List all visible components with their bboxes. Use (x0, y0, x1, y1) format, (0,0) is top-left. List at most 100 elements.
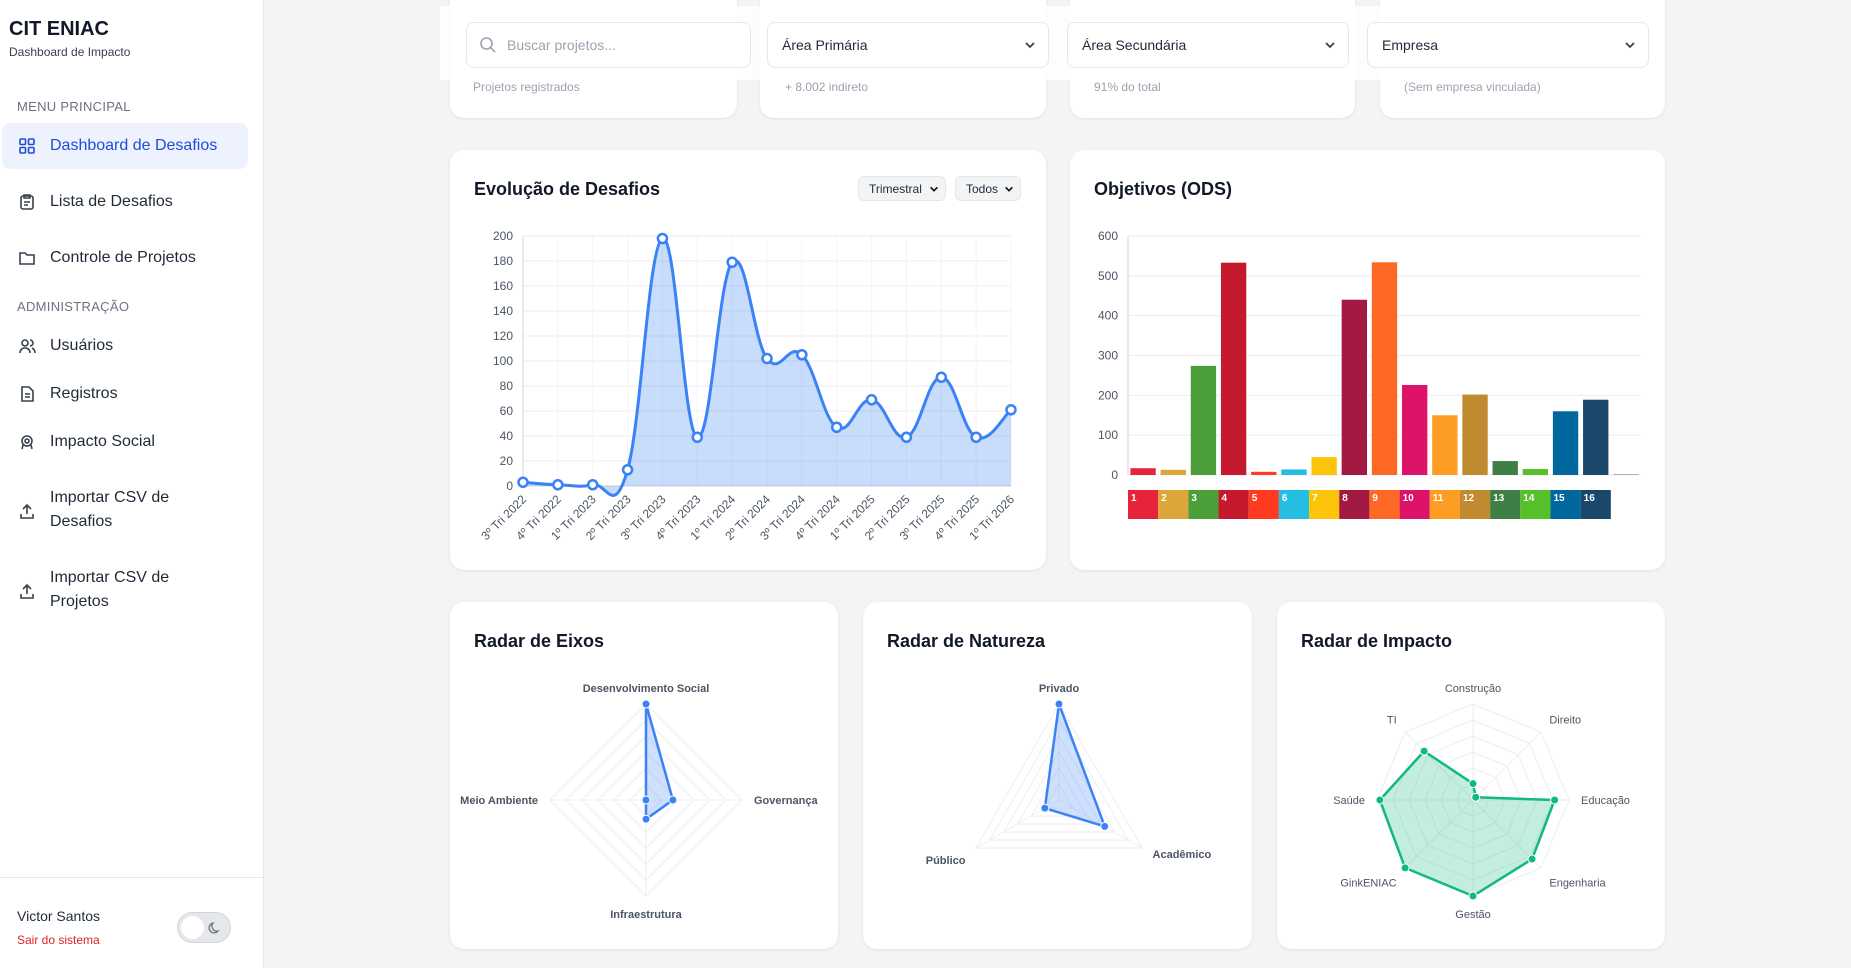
nav-item[interactable]: Importar CSV de Desafios (2, 482, 248, 538)
chart-title: Radar de Natureza (887, 631, 1046, 651)
y-tick-label: 0 (506, 479, 513, 493)
bar (1492, 461, 1518, 475)
ods-number: 6 (1282, 493, 1288, 504)
bar (1281, 469, 1307, 475)
point (621, 464, 634, 476)
chart: Radar de Impacto Construção Direito Educaçã… (1301, 631, 1630, 921)
radar-spoke (1404, 731, 1474, 801)
chevron (1005, 186, 1013, 192)
theme-toggle[interactable] (177, 912, 231, 943)
point (552, 479, 564, 491)
bar (1371, 262, 1398, 475)
logout-link[interactable]: Sair do sistema (17, 933, 100, 947)
radar-grid (1044, 782, 1074, 809)
point (586, 479, 599, 491)
select[interactable]: Área Primária (767, 22, 1049, 68)
nav-item[interactable]: Usuários (2, 323, 248, 369)
ods-number: 5 (1252, 493, 1258, 504)
select-label: Trimestral (869, 181, 922, 196)
radar-grid (1016, 750, 1102, 825)
chart-card: Evolução de Desafios 0 20 40 60 80 100 120 140 16… (450, 150, 1046, 570)
nav-label: Registros (50, 385, 118, 402)
y-tick-label: 0 (1111, 468, 1118, 482)
y-tick-label: 80 (500, 379, 514, 393)
divider (0, 877, 264, 878)
bar (1583, 399, 1609, 475)
sidebar: CIT ENIAC Dashboard de Impacto MENU PRIN… (0, 0, 264, 968)
chart-card: Objetivos (ODS) 0 100 200 300 400 500 600 1 2 3 4 5 6… (1070, 150, 1665, 570)
radar-point (1400, 863, 1410, 873)
nav-item[interactable]: Lista de Desafios (2, 179, 248, 225)
ods-icon (1580, 490, 1611, 519)
radar-point (641, 795, 651, 805)
radar-point (1527, 854, 1537, 864)
nav-item[interactable]: Impacto Social (2, 419, 248, 465)
ods-number: 9 (1372, 493, 1378, 504)
search-placeholder: Buscar projetos... (507, 37, 616, 53)
user-name: Victor Santos (17, 908, 101, 924)
point (517, 476, 529, 488)
bar (1402, 384, 1428, 475)
point (970, 431, 982, 443)
bar (1220, 262, 1247, 475)
y-tick-label: 200 (493, 229, 513, 243)
axis-label: Privado (1039, 683, 1080, 695)
bar (1522, 469, 1549, 475)
nav-item[interactable]: Controle de Projetos (2, 235, 248, 281)
bar (1341, 299, 1367, 475)
radar-point (641, 814, 651, 824)
bar (1462, 394, 1488, 475)
select[interactable]: Empresa (1367, 22, 1649, 68)
chart: Radar de Eixos Desenvolvimento Social Gove… (460, 631, 818, 921)
ods-number: 10 (1403, 493, 1415, 504)
ods-icon (1339, 490, 1370, 519)
bar (1130, 468, 1156, 475)
ods-icon (1158, 490, 1189, 519)
ods-icon (1278, 490, 1310, 519)
bar (1613, 474, 1639, 475)
select[interactable]: Área Secundária (1067, 22, 1349, 68)
ods-number: 7 (1312, 493, 1318, 504)
nav-label: Importar CSV de Projetos (50, 569, 170, 610)
radar-point (1100, 821, 1110, 831)
bar (1552, 411, 1579, 475)
ods-icon (1459, 490, 1491, 519)
period-select[interactable]: Trimestral (858, 176, 946, 201)
bar (1432, 415, 1458, 475)
select-label: Empresa (1382, 37, 1439, 53)
axis-label: Gestão (1455, 909, 1490, 921)
point (935, 371, 948, 383)
ods-icon (1550, 490, 1581, 519)
ods-icon (1218, 490, 1249, 519)
radar-area (1378, 749, 1556, 898)
radar-point (1419, 746, 1429, 756)
brand-subtitle: Dashboard de Impacto (9, 45, 131, 59)
nav-item[interactable]: Importar CSV de Projetos (2, 562, 248, 618)
point (1005, 404, 1017, 416)
stat-caption: Projetos registrados (473, 80, 580, 94)
ods-number: 11 (1433, 493, 1444, 504)
point (830, 421, 843, 433)
ods-number: 16 (1584, 493, 1596, 504)
axis-label: Governança (754, 795, 818, 807)
nav-label: Controle de Projetos (50, 249, 196, 266)
select-label: Área Primária (782, 37, 868, 53)
y-tick-label: 160 (493, 279, 513, 293)
ods-icon (1188, 490, 1219, 519)
radar-grid (988, 719, 1130, 841)
point (656, 232, 669, 245)
nav-item[interactable]: Registros (2, 371, 248, 417)
radar-point (1054, 699, 1064, 709)
axis-label: Engenharia (1549, 877, 1606, 889)
y-tick-label: 100 (493, 354, 513, 368)
chart: Radar de Natureza Privado Acadêmico Público (887, 631, 1212, 867)
radar-grid (1030, 767, 1088, 817)
ods-number: 4 (1222, 493, 1228, 504)
axis-label: Educação (1581, 795, 1630, 807)
ods-icon (1369, 490, 1400, 519)
section-title: MENU PRINCIPAL (17, 99, 131, 114)
filter-select[interactable]: Todos (955, 176, 1021, 201)
nav-item[interactable]: Dashboard de Desafios (2, 123, 248, 169)
search-input[interactable]: Buscar projetos... (466, 22, 751, 68)
y-tick-label: 40 (500, 429, 514, 443)
